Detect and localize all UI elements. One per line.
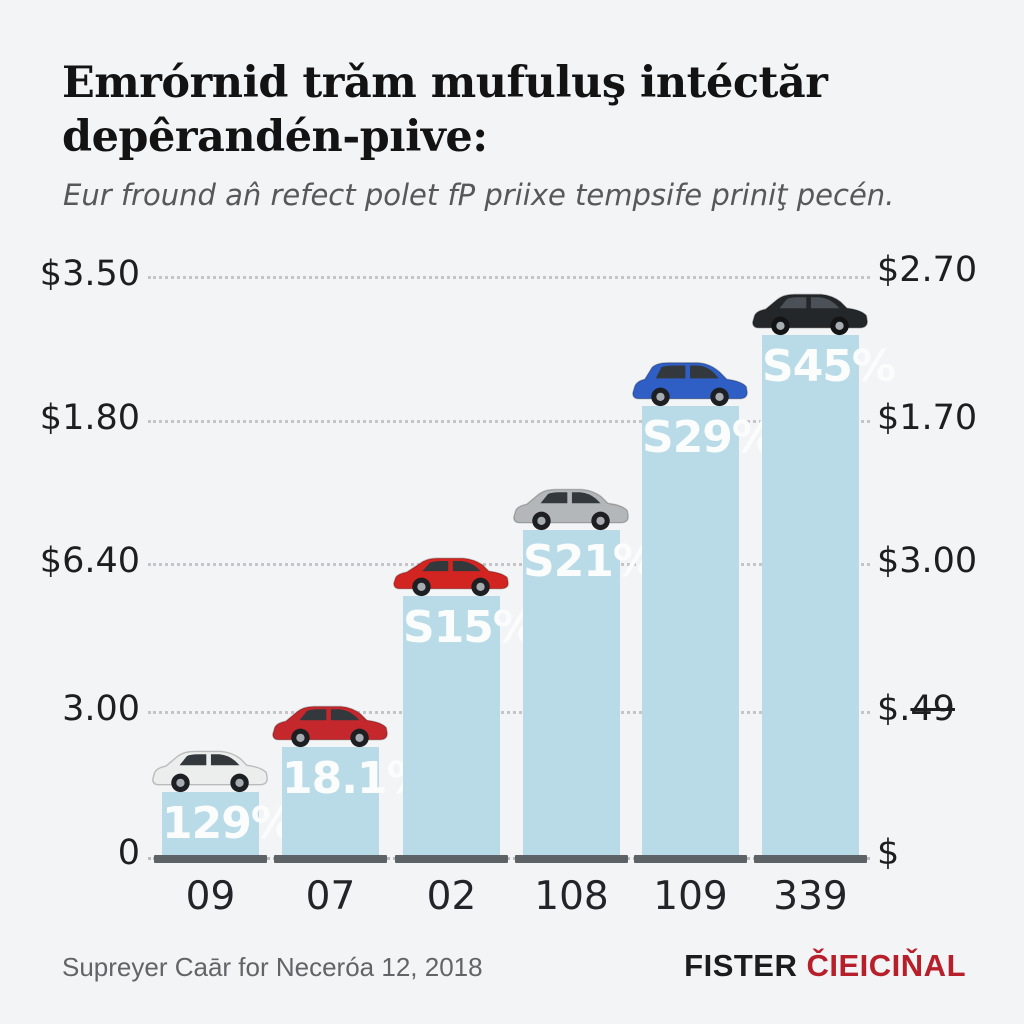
- bar-339: S45%: [762, 335, 896, 858]
- x-tick-label: 07: [305, 874, 356, 919]
- brand-logo-first-word: FISTER: [684, 948, 798, 983]
- red-sedan-icon: [272, 705, 388, 748]
- x-tick-label: 02: [426, 874, 477, 919]
- y-tick-label-right: $1.70: [877, 398, 978, 438]
- y-tick-label-right: $: [877, 833, 900, 873]
- brand-logo: FISTER ČIEICIŇAL: [684, 948, 966, 984]
- brand-logo-second-word: ČIEICIŇAL: [806, 948, 966, 983]
- gridline: [148, 420, 870, 423]
- x-tick-label: 09: [185, 874, 236, 919]
- bar-value-label: S21%: [523, 536, 657, 587]
- y-tick-label-left: $6.40: [39, 541, 140, 581]
- x-tick-label: 108: [534, 874, 609, 919]
- y-tick-label-left: $3.50: [39, 254, 140, 294]
- page-title: Emrórnid trǎm mufuluş intéctăr depêrandé…: [62, 56, 882, 164]
- black-sedan-icon: [752, 293, 868, 336]
- bar-base-strip: [754, 855, 867, 863]
- page-title-line2: depêrandén-pıive:: [62, 112, 488, 162]
- bar-base-strip: [395, 855, 508, 863]
- bar-base-strip: [634, 855, 747, 863]
- gridline: [148, 276, 870, 279]
- x-tick-label: 109: [653, 874, 728, 919]
- blue-hatchback-icon: [632, 362, 748, 407]
- bar-value-label: S15%: [403, 602, 537, 653]
- bar-07: 18.1%: [282, 747, 431, 858]
- silver-sedan-icon: [513, 488, 629, 531]
- bar-value-label: S29%: [642, 412, 776, 463]
- y-tick-label-right: $.49: [877, 689, 955, 729]
- gridline: [148, 563, 870, 566]
- bar-base-strip: [515, 855, 628, 863]
- red-sports-car-icon: [393, 557, 509, 597]
- page-title-line1: Emrórnid trǎm mufuluş intéctăr: [62, 58, 828, 108]
- page-subtitle: Eur fround an̂ refect polet fP priixe te…: [63, 178, 895, 212]
- bar-09: 129%: [162, 792, 295, 858]
- source-credit: Supreyer Caār for Neceróa 12, 2018: [62, 952, 483, 982]
- bar-base-strip: [274, 855, 387, 863]
- white-sedan-icon: [152, 750, 268, 793]
- bar-value-label: 18.1%: [282, 753, 431, 804]
- y-tick-label-left: 3.00: [62, 689, 140, 729]
- x-tick-label: 339: [773, 874, 848, 919]
- y-tick-label-right: $3.00: [877, 541, 978, 581]
- bar-value-label: S45%: [762, 341, 896, 392]
- bar-108: S21%: [523, 530, 657, 858]
- bar-02: S15%: [403, 596, 537, 858]
- y-tick-label-left: $1.80: [39, 398, 140, 438]
- bar-base-strip: [154, 855, 267, 863]
- bar-value-label: 129%: [162, 798, 295, 849]
- x-axis-baseline: [148, 857, 870, 860]
- bar-109: S29%: [642, 406, 776, 858]
- y-tick-label-left: 0: [117, 833, 140, 873]
- y-tick-label-right: $2.70: [877, 250, 978, 290]
- gridline: [148, 711, 870, 714]
